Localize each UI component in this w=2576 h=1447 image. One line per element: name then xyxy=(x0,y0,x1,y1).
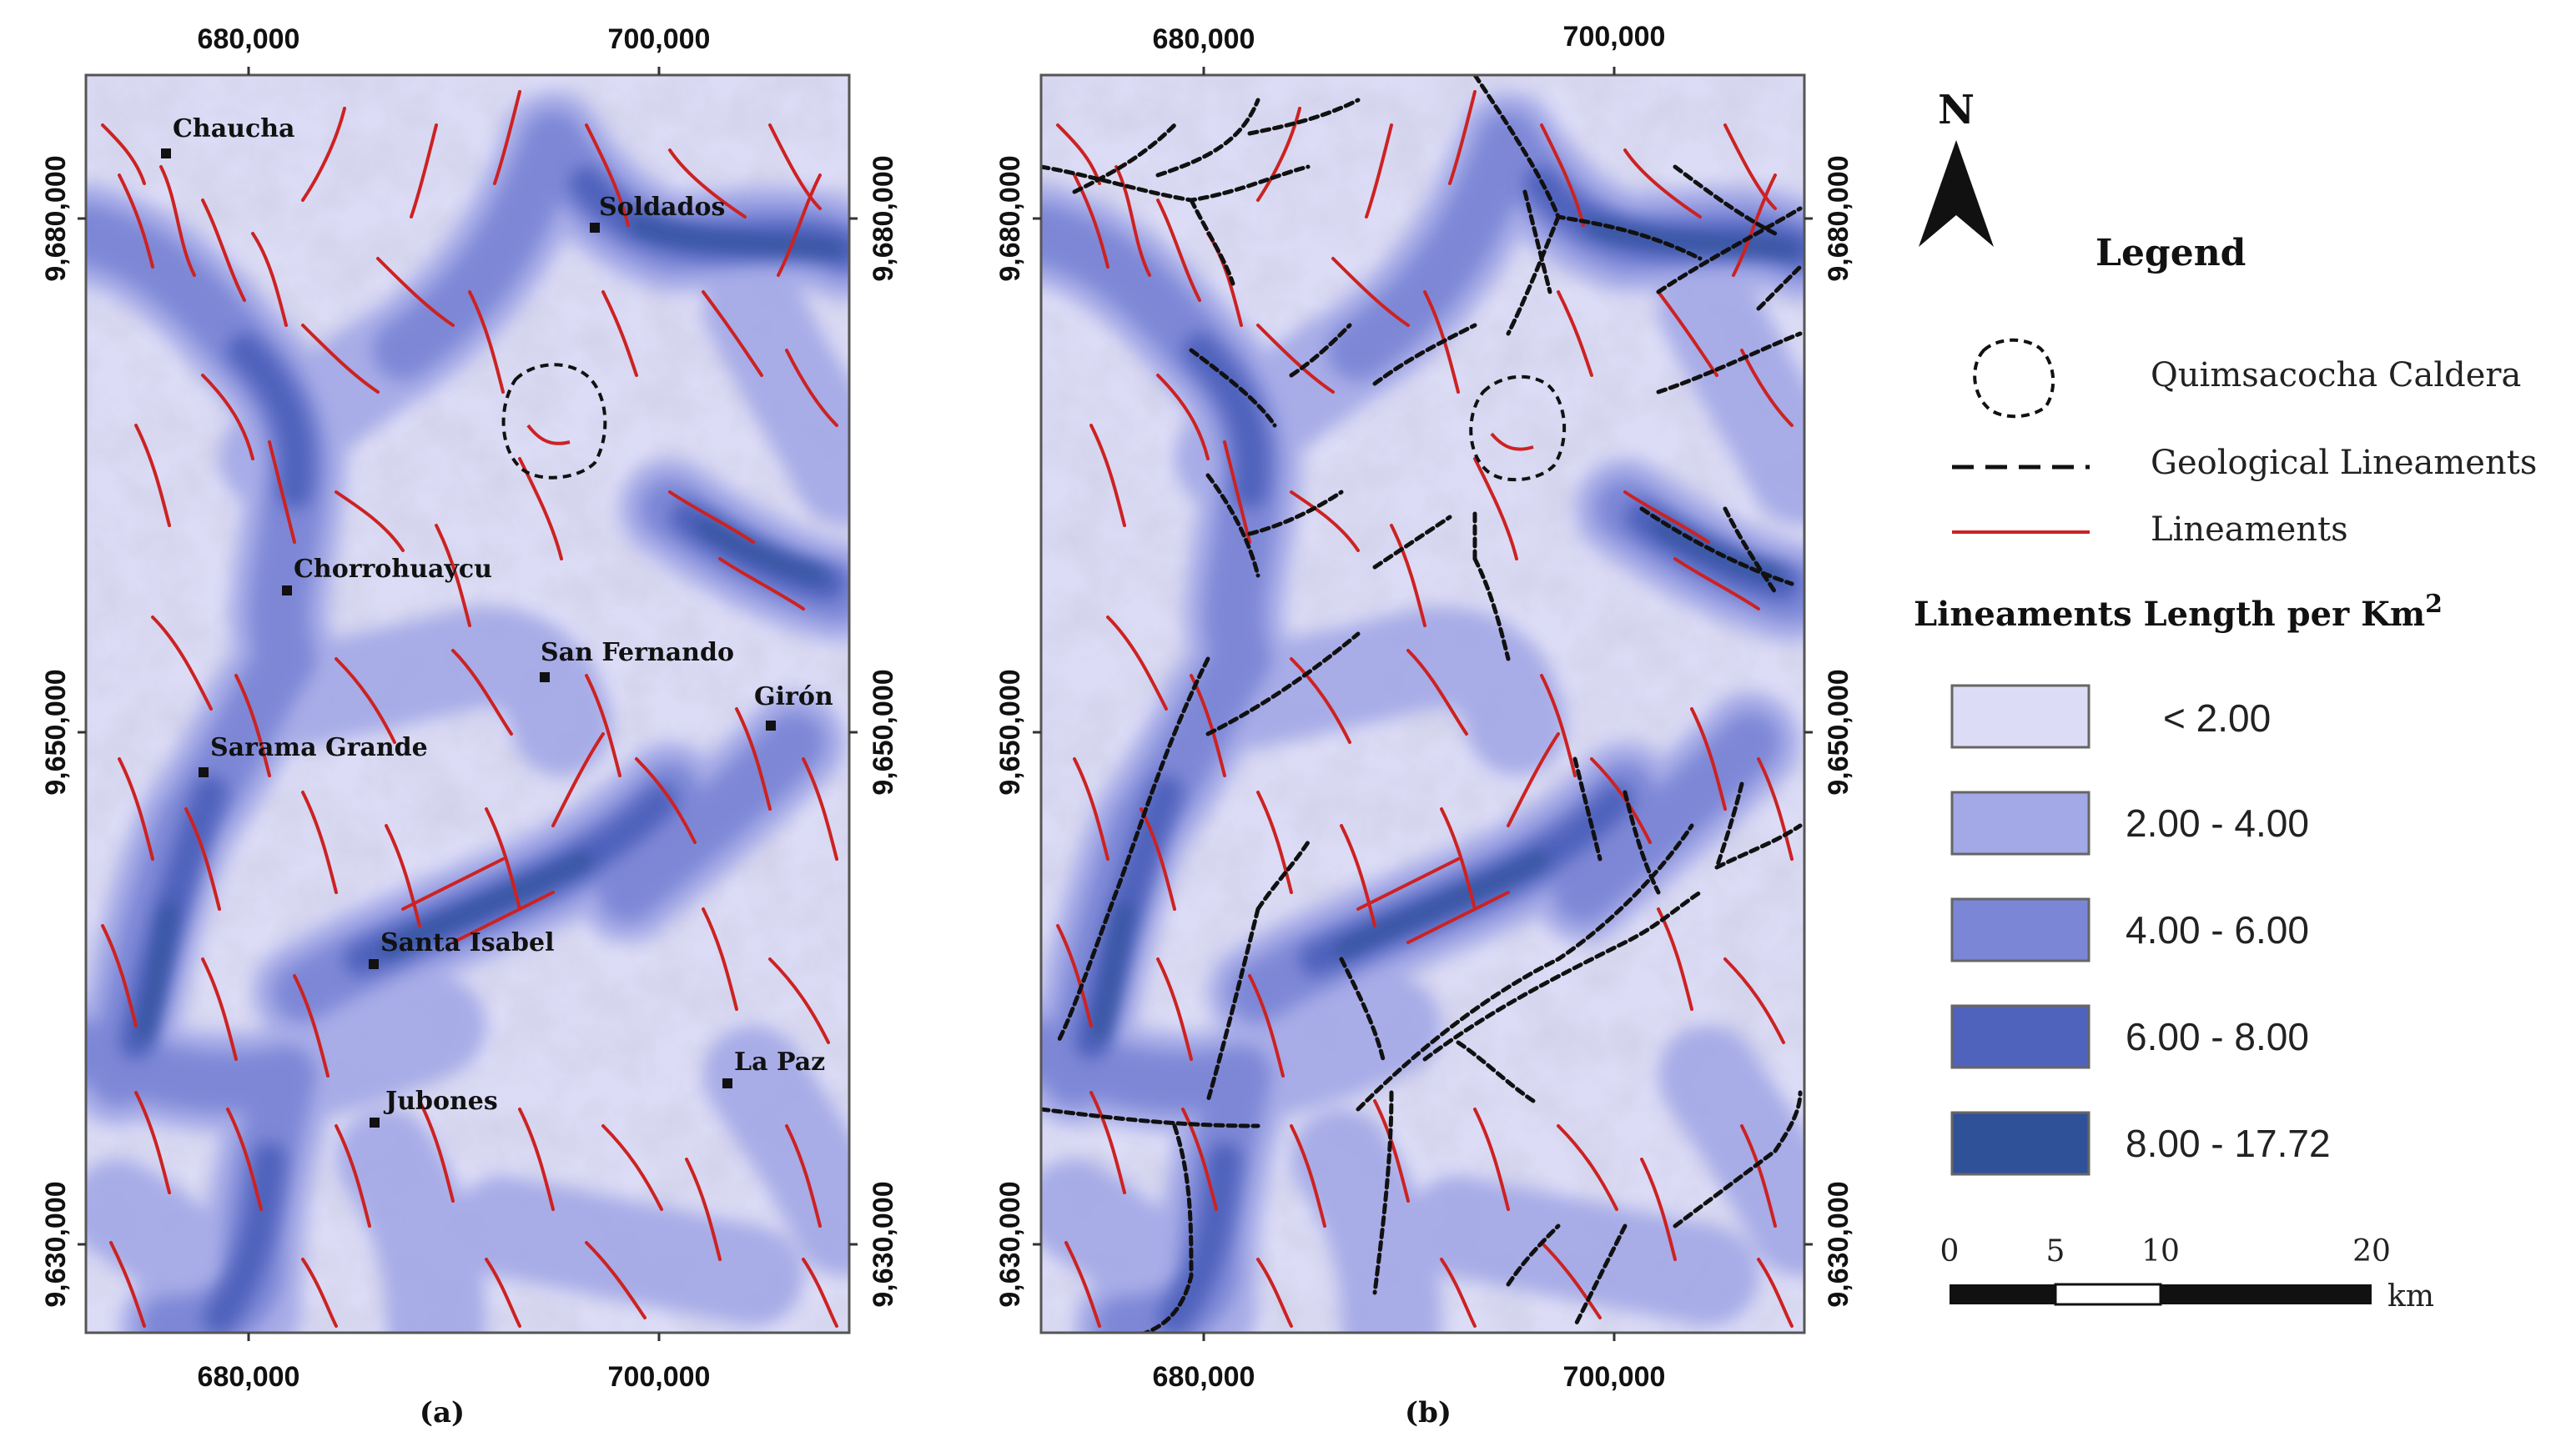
y-tick-left-a-9680000: 9,680,000 xyxy=(40,155,72,281)
caldera-outline-b xyxy=(1469,374,1567,482)
y-tick-left-a-9630000: 9,630,000 xyxy=(40,1181,72,1307)
scale-tick-5: 5 xyxy=(2046,1234,2065,1269)
y-tick-left-b-9630000: 9,630,000 xyxy=(994,1181,1026,1307)
town-markers xyxy=(161,148,776,1128)
legend-title: Legend xyxy=(2096,232,2246,274)
town-labels: Chaucha Soldados Chorrohuaycu San Fernan… xyxy=(173,114,833,1116)
town-sarama-grande: Sarama Grande xyxy=(210,733,428,762)
x-tick-top-b-680000: 680,000 xyxy=(1153,23,1255,55)
scale-tick-10: 10 xyxy=(2141,1234,2180,1269)
density-swatch-1 xyxy=(1950,684,2090,749)
y-ticks-left-b: 9,680,000 9,650,000 9,630,000 xyxy=(994,155,1041,1308)
x-tick-top-a-700000: 700,000 xyxy=(608,23,711,55)
legend-caldera-label: Quimsacocha Caldera xyxy=(2151,356,2521,394)
scale-tick-20: 20 xyxy=(2352,1234,2391,1269)
town-jubones: Jubones xyxy=(383,1087,498,1116)
scale-bar: 0 5 10 20 km xyxy=(1940,1234,2434,1314)
y-ticks-left-a: 9,680,000 9,650,000 9,630,000 xyxy=(40,155,86,1308)
density-class-5: 8.00 - 17.72 xyxy=(2126,1122,2331,1165)
scale-unit: km xyxy=(2387,1279,2434,1314)
y-tick-left-b-9680000: 9,680,000 xyxy=(994,155,1026,281)
x-ticks-bottom-a: 680,000 700,000 xyxy=(198,1333,711,1393)
x-ticks-top-b: 680,000 700,000 xyxy=(1153,21,1666,75)
y-tick-right-b-9630000: 9,630,000 xyxy=(1823,1181,1854,1307)
caption-a: (a) xyxy=(420,1396,465,1429)
town-chaucha: Chaucha xyxy=(173,114,294,143)
x-tick-top-b-700000: 700,000 xyxy=(1563,21,1666,53)
geological-lineaments xyxy=(1041,75,1803,1333)
caldera-legend-icon xyxy=(1973,338,2055,419)
density-swatch-4 xyxy=(1950,1004,2090,1069)
density-class-4: 6.00 - 8.00 xyxy=(2126,1015,2309,1058)
scale-tick-0: 0 xyxy=(1940,1234,1960,1269)
legend-geological-label: Geological Lineaments xyxy=(2151,444,2537,482)
y-tick-right-b-9650000: 9,650,000 xyxy=(1823,669,1854,795)
town-chorrohuaycu: Chorrohuaycu xyxy=(294,555,492,584)
y-tick-right-a-9650000: 9,650,000 xyxy=(868,669,899,795)
y-ticks-right-a: 9,680,000 9,650,000 9,630,000 xyxy=(849,155,899,1308)
town-giron: Girón xyxy=(754,682,833,711)
y-tick-right-a-9630000: 9,630,000 xyxy=(868,1181,899,1307)
caldera-outline xyxy=(501,363,607,480)
x-ticks-top-a: 680,000 700,000 xyxy=(198,23,711,75)
density-swatch-5 xyxy=(1950,1111,2090,1176)
town-la-paz: La Paz xyxy=(734,1048,825,1077)
density-title: Lineaments Length per Km2 xyxy=(1914,590,2443,634)
x-ticks-bottom-b: 680,000 700,000 xyxy=(1153,1333,1666,1393)
north-label: N xyxy=(1938,87,1975,133)
y-tick-right-b-9680000: 9,680,000 xyxy=(1823,155,1854,281)
y-tick-right-a-9680000: 9,680,000 xyxy=(868,155,899,281)
north-arrow-icon xyxy=(1919,140,1994,247)
density-class-3: 4.00 - 6.00 xyxy=(2126,908,2309,952)
caption-b: (b) xyxy=(1405,1396,1452,1429)
density-swatch-3 xyxy=(1950,897,2090,962)
x-tick-top-a-680000: 680,000 xyxy=(198,23,300,55)
x-tick-bottom-a-680000: 680,000 xyxy=(198,1361,300,1393)
map-panel-a: 680,000 700,000 680,000 700,000 9,680,00… xyxy=(40,23,899,1429)
x-tick-bottom-b-680000: 680,000 xyxy=(1153,1361,1255,1393)
map-panel-b: 680,000 700,000 680,000 700,000 9,680,00… xyxy=(994,21,1854,1429)
y-tick-left-b-9650000: 9,650,000 xyxy=(994,669,1026,795)
north-arrow: N xyxy=(1919,87,1994,247)
legend-lineaments-label: Lineaments xyxy=(2151,510,2348,549)
x-tick-bottom-b-700000: 700,000 xyxy=(1563,1361,1666,1393)
density-class-1: < 2.00 xyxy=(2163,696,2271,740)
density-swatch-2 xyxy=(1950,791,2090,856)
density-class-2: 2.00 - 4.00 xyxy=(2126,801,2309,845)
y-ticks-right-b: 9,680,000 9,650,000 9,630,000 xyxy=(1804,155,1854,1308)
legend: Legend Quimsacocha Caldera Geological Li… xyxy=(1914,232,2537,1176)
town-soldados: Soldados xyxy=(599,193,725,222)
x-tick-bottom-a-700000: 700,000 xyxy=(608,1361,711,1393)
town-san-fernando: San Fernando xyxy=(541,638,734,667)
town-santa-isabel: Santa Isabel xyxy=(380,928,554,957)
y-tick-left-a-9650000: 9,650,000 xyxy=(40,669,72,795)
